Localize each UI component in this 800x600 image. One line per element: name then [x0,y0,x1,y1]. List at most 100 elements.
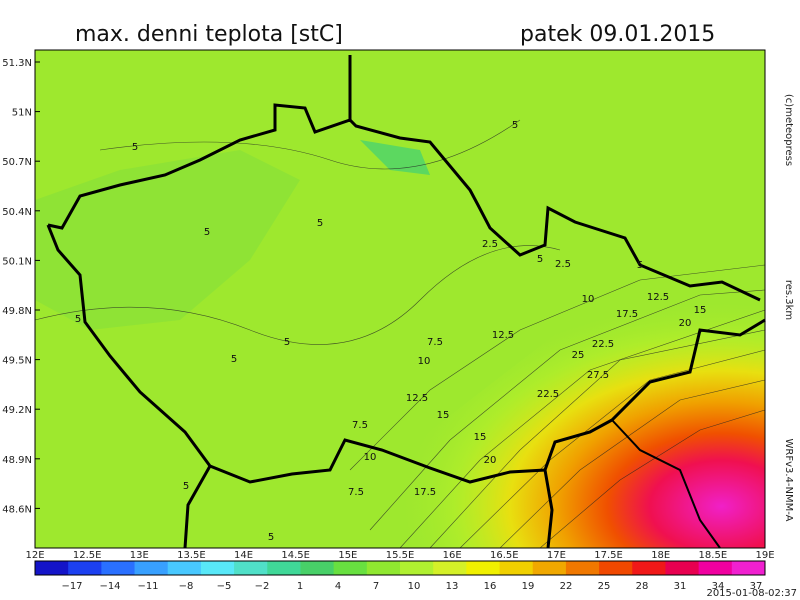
contour-label: 12.5 [647,292,669,303]
legend-swatch [35,561,69,575]
contour-label: 22.5 [592,339,614,350]
contour-label: 17.5 [414,487,436,498]
lon-label: 16E [443,550,462,561]
isotherms [34,119,766,549]
lat-label: 48.9N [2,455,32,466]
legend-swatch [68,561,102,575]
lon-label: 17E [547,550,566,561]
contour-label: 10 [418,356,431,367]
contour-label: 7.5 [427,337,443,348]
legend-label: 34 [712,581,725,592]
lon-label: 16.5E [490,550,519,561]
lat-label: 49.2N [2,405,32,416]
contour-label: 5 [637,260,643,271]
model: WRFv3.4-NMM-A [783,439,794,522]
contour-label: 5 [537,254,543,265]
border [47,103,761,302]
contour-label: 5 [268,532,274,543]
contour-label: 2.5 [482,239,498,250]
date: patek 09.01.2015 [520,22,715,47]
legend-swatch [665,561,700,575]
legend-swatch [731,561,766,575]
border [183,465,212,549]
legend-swatch [599,561,633,575]
contour-label: 7.5 [348,487,364,498]
contour-label: 5 [512,120,518,131]
terrain-shade [35,150,300,330]
contour-label: 22.5 [537,389,559,400]
resolution: res.3km [783,280,794,320]
legend-swatch [234,561,268,575]
legend-swatch [565,561,600,575]
lon-label: 14.5E [281,550,310,561]
contour-label: 12.5 [406,393,428,404]
contour-label: 5 [132,142,138,153]
legend-label: 13 [446,581,459,592]
contour-label: 20 [484,455,497,466]
lon-label: 18E [651,550,670,561]
legend-swatch [366,561,401,575]
legend-label: −2 [255,581,270,592]
contour-label: 17.5 [616,309,638,320]
legend-swatch [167,561,202,575]
lon-label: 12E [25,550,44,561]
border [543,469,554,549]
contour-label: 20 [679,318,692,329]
contour-label: 15 [474,432,487,443]
legend-label: −11 [137,581,158,592]
legend-label: 22 [560,581,573,592]
lon-label: 13E [130,550,149,561]
title: max. denni teplota [stC] [75,22,343,47]
legend-label: −8 [179,581,194,592]
legend-label: −17 [61,581,82,592]
contour-label: 10 [582,294,595,305]
timestamp: 2015-01-08-02:37 [706,588,797,599]
lon-label: 17.5E [594,550,623,561]
lon-label: 14E [234,550,253,561]
legend-label: 4 [335,581,341,592]
contour-label: 5 [317,218,323,229]
legend-label: 10 [408,581,421,592]
legend-swatch [466,561,501,575]
contour-label: 2.5 [555,259,571,270]
legend-label: 19 [522,581,535,592]
legend-swatch [632,561,666,575]
contour-label: 7.5 [352,420,368,431]
lon-label: 12.5E [73,550,102,561]
legend-label: 28 [636,581,649,592]
legend-label: 31 [674,581,687,592]
border [46,224,766,484]
warm-area [330,270,765,548]
legend-label: −5 [217,581,232,592]
contour-label: 15 [694,305,707,316]
contour-label: 27.5 [587,370,609,381]
legend-swatch [698,561,733,575]
legend-label: 16 [484,581,497,592]
terrain-shade [360,140,430,175]
legend-label: 37 [750,581,763,592]
contour-label: 12.5 [492,330,514,341]
lat-label: 49.8N [2,306,32,317]
legend-label: 1 [297,581,303,592]
lat-label: 50.7N [2,157,32,168]
legend-swatch [300,561,335,575]
contour-label: 5 [204,227,210,238]
legend-swatch [532,561,567,575]
lon-label: 19E [755,550,774,561]
contour-label: 10 [364,452,377,463]
contour-label: 25 [572,350,585,361]
contour-label: 15 [437,410,450,421]
legend-swatch [134,561,169,575]
lon-label: 13.5E [177,550,206,561]
legend-swatch [400,561,434,575]
contour-label: 5 [183,481,189,492]
contour-label: 5 [75,314,81,325]
legend-frame [34,560,766,576]
lon-label: 15E [338,550,357,561]
contour-label: 5 [231,354,237,365]
legend-swatch [101,561,136,575]
copyright: (c)meteopress [783,94,794,166]
legend-swatch [333,561,368,575]
border [611,419,721,549]
